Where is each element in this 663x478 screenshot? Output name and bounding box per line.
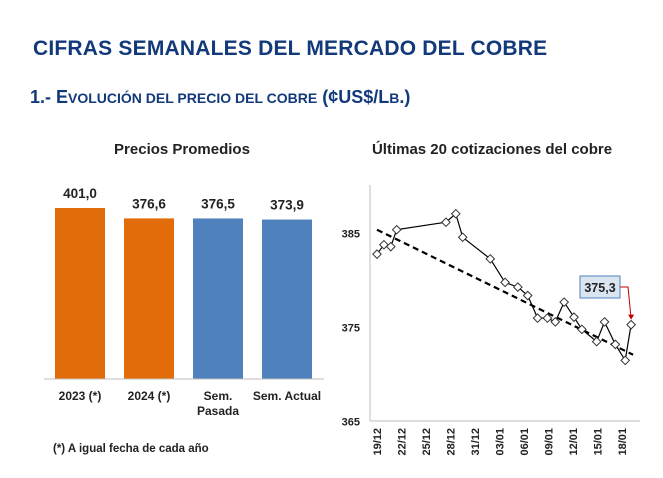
y-tick-label: 375 xyxy=(342,323,360,335)
last-value-callout-label: 375,3 xyxy=(584,281,615,295)
data-point xyxy=(569,312,579,323)
bar-category-label: 2023 (*) xyxy=(59,389,102,403)
bar-chart-title: Precios Promedios xyxy=(114,141,250,158)
data-point xyxy=(385,241,396,252)
data-point xyxy=(522,290,533,301)
data-point xyxy=(559,297,570,308)
data-point xyxy=(576,324,587,335)
x-tick-label: 31/12 xyxy=(470,428,482,456)
section-subtitle: 1.- EVOLUCIÓN DEL PRECIO DEL COBRE (¢US$… xyxy=(30,87,410,108)
data-point xyxy=(378,239,389,250)
data-point xyxy=(457,232,468,243)
data-point xyxy=(591,336,602,347)
data-point xyxy=(550,316,561,327)
x-tick-label: 19/12 xyxy=(372,428,384,456)
x-tick-label: 25/12 xyxy=(421,428,433,456)
data-point xyxy=(532,313,543,324)
data-point xyxy=(500,277,510,288)
bar-value-label: 401,0 xyxy=(63,186,97,201)
subtitle-smallcaps-2: B xyxy=(389,90,400,106)
data-point xyxy=(542,313,553,324)
bar-category-label: Pasada xyxy=(197,404,239,418)
subtitle-unit-open: (¢US$/L xyxy=(317,87,390,107)
subtitle-prefix: 1.- E xyxy=(30,87,69,107)
bar-category-label: Sem. xyxy=(204,389,233,403)
x-tick-label: 09/01 xyxy=(544,428,556,456)
data-point xyxy=(626,319,637,330)
x-tick-label: 22/12 xyxy=(397,428,409,456)
bar-value-label: 376,6 xyxy=(132,196,166,211)
callout-arrowhead xyxy=(628,314,635,320)
data-point xyxy=(372,249,382,260)
data-point xyxy=(391,224,402,235)
data-point xyxy=(610,339,621,350)
data-point xyxy=(512,282,523,292)
line-chart-title: Últimas 20 cotizaciones del cobre xyxy=(372,140,612,158)
x-tick-label: 28/12 xyxy=(446,428,458,456)
bar-footnote: (*) A igual fecha de cada año xyxy=(53,443,209,455)
bar xyxy=(124,218,174,379)
x-tick-label: 12/01 xyxy=(568,428,580,456)
x-tick-label: 18/01 xyxy=(617,428,629,456)
bar-category-label: 2024 (*) xyxy=(128,389,171,403)
data-point xyxy=(620,355,631,366)
bar-value-label: 373,9 xyxy=(270,198,304,213)
data-point xyxy=(485,253,496,264)
bar-category-label: Sem. Actual xyxy=(253,389,321,403)
x-tick-label: 03/01 xyxy=(495,428,507,456)
subtitle-unit-close: .) xyxy=(399,87,411,107)
bar-value-label: 376,5 xyxy=(201,196,235,211)
x-tick-label: 15/01 xyxy=(593,428,605,456)
bar xyxy=(55,208,105,379)
page-title: CIFRAS SEMANALES DEL MERCADO DEL COBRE xyxy=(33,37,548,60)
data-point xyxy=(441,217,451,228)
y-tick-label: 365 xyxy=(342,417,360,429)
subtitle-smallcaps-1: VOLUCIÓN DEL PRECIO DEL COBRE xyxy=(68,90,318,106)
y-tick-label: 385 xyxy=(342,229,360,241)
price-series-line xyxy=(376,212,632,363)
bar xyxy=(193,218,243,379)
data-point xyxy=(599,316,610,327)
x-tick-label: 06/01 xyxy=(519,428,531,456)
data-point xyxy=(450,208,461,219)
trend-line xyxy=(376,228,634,356)
bar xyxy=(262,219,312,379)
callout-arrow xyxy=(620,286,632,319)
